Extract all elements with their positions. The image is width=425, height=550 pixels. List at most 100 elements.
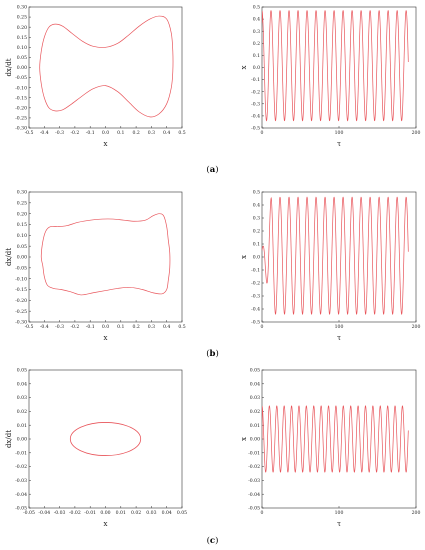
x-tick-label: 0.04: [162, 510, 172, 516]
x-tick-label: 100: [335, 324, 344, 330]
y-tick-label: 0.01: [250, 423, 260, 429]
y-tick-label: -0.20: [15, 298, 27, 304]
y-axis-label: dx/dt: [5, 58, 13, 76]
y-tick-label: 0.00: [250, 437, 260, 443]
y-axis-label: dx/dt: [5, 430, 13, 448]
y-tick-label: -0.05: [15, 265, 27, 271]
data-curve: [262, 10, 409, 122]
x-tick-label: 0.00: [100, 510, 110, 516]
y-tick-label: -0.01: [248, 450, 260, 456]
x-tick-label: 0: [261, 510, 264, 516]
y-tick-label: -0.15: [15, 287, 27, 293]
panel-label-a: (a): [206, 164, 218, 175]
y-axis-label: x: [240, 255, 248, 259]
panel-letter: a: [210, 165, 216, 175]
y-tick-label: 0.0: [253, 255, 260, 261]
y-tick-label: 0.30: [17, 190, 27, 196]
data-curve: [40, 213, 171, 296]
paren-open: (: [206, 348, 209, 359]
y-tick-label: -0.03: [15, 478, 27, 484]
y-tick-label: 0.5: [253, 190, 260, 196]
x-tick-label: 0.0: [102, 324, 109, 330]
y-tick-label: 0.3: [253, 29, 260, 35]
x-tick-label: -0.3: [55, 324, 64, 330]
x-tick-label: -0.2: [70, 324, 79, 330]
x-tick-label: 0.03: [146, 510, 156, 516]
y-tick-label: -0.05: [248, 506, 260, 512]
x-tick-label: 0.5: [178, 130, 185, 136]
y-tick-label: 0.15: [17, 35, 27, 41]
x-axis-label: τ: [337, 140, 341, 148]
data-curve: [262, 405, 409, 473]
chart-c-time: 0 100 200 0.05 0.04 0.03 0.02 0.01 0.00 -0.01 -0.0…: [240, 368, 420, 528]
y-tick-label: -0.4: [251, 114, 260, 120]
x-tick-label: 100: [335, 510, 344, 516]
y-tick-label: -0.3: [251, 294, 260, 300]
y-tick-label: -0.30: [15, 126, 27, 132]
x-axis-label: x: [104, 334, 108, 342]
x-tick-label: -0.02: [69, 510, 81, 516]
x-tick-label: -0.3: [55, 130, 64, 136]
paren-close: ): [215, 348, 218, 359]
chart-a-time: 0 100 200 0.5 0.4 0.3 0.2 0.1 0.0 -0.1 -0.2 -0.3 -0.…: [240, 5, 420, 148]
x-tick-label: 0.1: [117, 130, 124, 136]
y-tick-label: 0.10: [17, 45, 27, 51]
x-tick-label: 200: [412, 510, 421, 516]
y-tick-label: -0.30: [15, 320, 27, 326]
y-tick-label: 0.03: [250, 395, 260, 401]
y-tick-label: 0.3: [253, 216, 260, 222]
paren-close: ): [215, 535, 218, 546]
y-tick-label: -0.02: [248, 464, 260, 470]
x-tick-label: -0.5: [25, 130, 34, 136]
y-tick-label: 0.20: [17, 25, 27, 31]
x-tick-label: 0.02: [131, 510, 141, 516]
x-tick-label: 0.3: [148, 130, 155, 136]
y-tick-label: 0.05: [250, 368, 260, 374]
x-axis-label: τ: [337, 334, 341, 342]
y-tick-label: 0.5: [253, 5, 260, 11]
y-tick-label: 0.05: [17, 368, 27, 374]
chart-c-phase: -0.05 -0.04 -0.03 -0.02 -0.01 0.00 0.01 0.02 0.0…: [5, 368, 187, 528]
y-tick-label: 0.0: [253, 65, 260, 71]
y-tick-label: 0.04: [250, 381, 260, 387]
y-tick-label: 0.15: [17, 222, 27, 228]
plot-frame: [28, 369, 183, 509]
x-tick-label: -0.03: [54, 510, 66, 516]
x-tick-label: 200: [412, 324, 421, 330]
y-tick-label: -0.5: [251, 320, 260, 326]
panel-label-b: (b): [206, 348, 219, 359]
data-curve: [262, 196, 409, 315]
y-tick-label: 0.10: [17, 233, 27, 239]
x-tick-label: 0.1: [117, 324, 124, 330]
y-tick-label: 0.00: [17, 65, 27, 71]
y-tick-label: 0.25: [17, 200, 27, 206]
y-tick-label: 0.01: [17, 423, 27, 429]
y-tick-label: 0.20: [17, 211, 27, 217]
x-tick-label: -0.04: [38, 510, 50, 516]
y-tick-label: -0.1: [251, 77, 260, 83]
y-tick-label: 0.02: [250, 409, 260, 415]
plot-frame: [28, 191, 183, 323]
y-tick-label: -0.05: [15, 75, 27, 81]
x-tick-label: -0.2: [70, 130, 79, 136]
y-tick-label: -0.04: [15, 492, 27, 498]
y-axis-label: x: [240, 437, 248, 441]
y-tick-label: 0.00: [17, 437, 27, 443]
x-tick-label: -0.4: [40, 324, 49, 330]
chart-a-phase: -0.5 -0.4 -0.3 -0.2 -0.1 0.0 0.1 0.2 0.3 0.4 0.5 0.…: [5, 5, 186, 148]
y-tick-label: 0.25: [17, 15, 27, 21]
panel-letter: c: [210, 536, 215, 546]
y-tick-label: 0.00: [17, 255, 27, 261]
y-tick-label: 0.4: [253, 203, 260, 209]
y-tick-label: -0.4: [251, 307, 260, 313]
y-tick-label: -0.04: [248, 492, 260, 498]
y-tick-label: 0.4: [253, 17, 260, 23]
x-tick-label: 100: [335, 130, 344, 136]
y-tick-label: -0.03: [248, 478, 260, 484]
y-tick-label: 0.05: [17, 244, 27, 250]
chart-b-phase: -0.5 -0.4 -0.3 -0.2 -0.1 0.0 0.1 0.2 0.3 0.4 0.5 0.…: [5, 190, 186, 342]
y-tick-label: 0.02: [17, 409, 27, 415]
x-tick-label: -0.1: [86, 130, 95, 136]
y-tick-label: 0.03: [17, 395, 27, 401]
